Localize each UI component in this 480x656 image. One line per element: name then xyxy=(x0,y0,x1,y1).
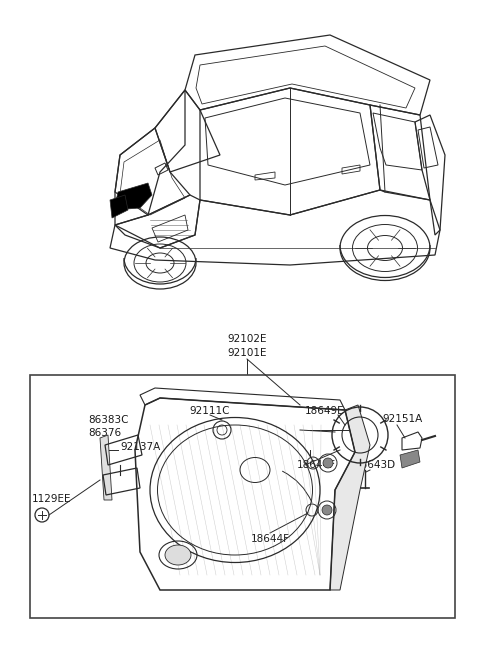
Polygon shape xyxy=(400,450,420,468)
Text: 86376: 86376 xyxy=(88,428,121,438)
Text: 18644F: 18644F xyxy=(297,460,336,470)
Text: 92111C: 92111C xyxy=(190,406,230,416)
Polygon shape xyxy=(114,183,152,210)
Polygon shape xyxy=(330,405,370,590)
Bar xyxy=(30,375,455,618)
Text: 18649E: 18649E xyxy=(305,406,345,416)
Text: 1129EE: 1129EE xyxy=(32,494,72,504)
Polygon shape xyxy=(110,195,128,218)
Text: 92102E: 92102E xyxy=(227,334,267,344)
Text: 18643D: 18643D xyxy=(355,460,396,470)
Text: 92151A: 92151A xyxy=(382,414,422,424)
Text: 86383C: 86383C xyxy=(88,415,129,425)
Ellipse shape xyxy=(165,545,191,565)
Polygon shape xyxy=(100,435,112,500)
Circle shape xyxy=(322,505,332,515)
Text: 18644F: 18644F xyxy=(251,534,289,544)
Text: 92137A: 92137A xyxy=(120,442,160,452)
Circle shape xyxy=(323,458,333,468)
Text: 92101E: 92101E xyxy=(227,348,267,358)
